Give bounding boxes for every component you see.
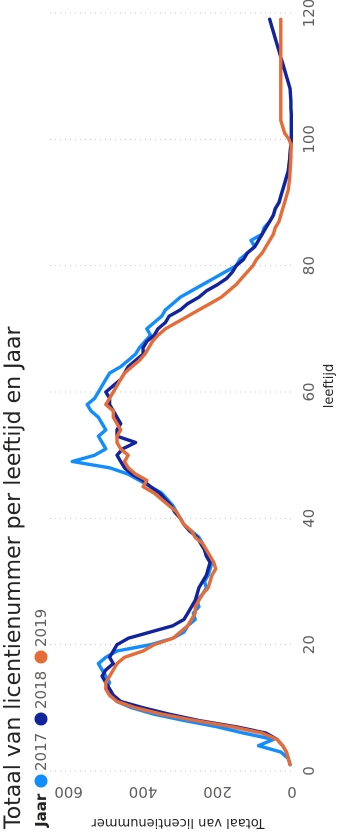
x-tick-label: 0 [300, 766, 318, 776]
series-lines [70, 17, 293, 767]
legend-marker-2019 [34, 650, 48, 664]
legend: Jaar 2017 2018 2019 [32, 609, 50, 828]
series-line-2017 [70, 137, 293, 767]
x-tick-label: 80 [300, 256, 318, 275]
y-axis-ticks: 0 200 400 600 [54, 783, 296, 801]
y-tick-label: 600 [54, 783, 83, 801]
y-tick-label: 0 [287, 783, 297, 801]
x-tick-label: 40 [300, 509, 318, 528]
legend-label-2017: 2017 [32, 733, 50, 771]
gridlines [50, 12, 292, 772]
legend-marker-2017 [34, 774, 48, 788]
y-tick-label: 200 [203, 783, 232, 801]
chart-title: Totaal van licentienummer per leeftijd e… [1, 326, 26, 830]
x-axis-ticks: 0 20 40 60 80 100 120 [300, 0, 318, 776]
series-line-2019 [104, 17, 293, 767]
legend-marker-2018 [34, 712, 48, 726]
legend-label-2018: 2018 [32, 671, 50, 709]
x-axis-title: leeftijd [322, 364, 337, 409]
y-axis-title: Totaal van licentienummer [91, 815, 266, 830]
x-tick-label: 100 [300, 125, 318, 154]
y-tick-label: 400 [129, 783, 158, 801]
x-tick-label: 60 [300, 382, 318, 401]
legend-title: Jaar [32, 793, 50, 828]
legend-label-2019: 2019 [32, 609, 50, 647]
x-tick-label: 120 [300, 0, 318, 27]
x-tick-label: 20 [300, 635, 318, 654]
